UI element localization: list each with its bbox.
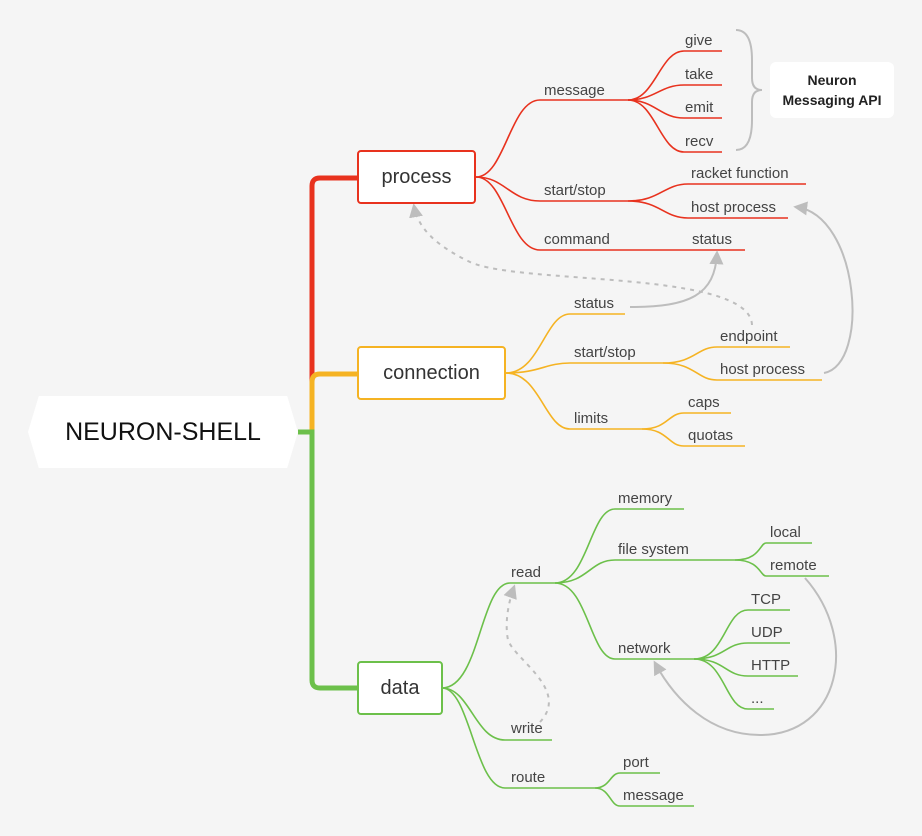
node-recv[interactable]: recv (685, 133, 714, 150)
node-take[interactable]: take (685, 66, 714, 83)
node-give[interactable]: give (685, 32, 713, 49)
messaging-api-note: Neuron Messaging API (770, 62, 894, 118)
arrow-conn-status-to-cmd-status (629, 250, 724, 308)
arrow-endpoint-to-process (409, 203, 753, 326)
arrow-remote-to-network (653, 577, 837, 737)
node-connection-host-process[interactable]: host process (720, 361, 806, 378)
connection-branches (505, 313, 822, 447)
node-port[interactable]: port (623, 754, 649, 771)
node-remote[interactable]: remote (770, 557, 817, 574)
arrow-host-to-host (793, 201, 854, 374)
node-tcp[interactable]: TCP (751, 591, 781, 608)
node-endpoint[interactable]: endpoint (720, 328, 778, 345)
node-message[interactable]: message (544, 82, 605, 99)
node-ellipsis[interactable]: ... (751, 690, 764, 707)
node-racket-function[interactable]: racket function (691, 165, 789, 182)
node-process-host-process[interactable]: host process (691, 199, 777, 216)
reference-arrows (409, 201, 854, 737)
node-write[interactable]: write (511, 720, 543, 737)
trunk-lines (298, 175, 358, 691)
node-data[interactable]: data (357, 661, 443, 715)
node-connection-status[interactable]: status (574, 295, 615, 312)
node-memory[interactable]: memory (618, 490, 673, 507)
node-route[interactable]: route (511, 769, 546, 786)
node-read[interactable]: read (511, 564, 542, 581)
node-connection-start-stop[interactable]: start/stop (574, 344, 636, 361)
node-command-status[interactable]: status (692, 231, 733, 248)
node-process-start-stop[interactable]: start/stop (544, 182, 606, 199)
api-brace (735, 29, 763, 151)
node-caps[interactable]: caps (688, 394, 720, 411)
node-udp[interactable]: UDP (751, 624, 783, 641)
node-route-message[interactable]: message (623, 787, 684, 804)
node-local[interactable]: local (770, 524, 801, 541)
node-process[interactable]: process (357, 150, 476, 204)
root-node[interactable]: NEURON-SHELL (28, 396, 298, 468)
node-connection[interactable]: connection (357, 346, 506, 400)
trunk-data (298, 429, 358, 691)
node-emit[interactable]: emit (685, 99, 714, 116)
node-command[interactable]: command (544, 231, 610, 248)
node-limits[interactable]: limits (574, 410, 609, 427)
node-network[interactable]: network (618, 640, 671, 657)
trunk-connection (309, 371, 358, 432)
data-branches (441, 508, 829, 807)
node-file-system[interactable]: file system (618, 541, 689, 558)
trunk-process (309, 175, 358, 432)
arrow-write-to-read (503, 584, 550, 723)
process-branches (475, 50, 806, 251)
node-quotas[interactable]: quotas (688, 427, 734, 444)
node-http[interactable]: HTTP (751, 657, 791, 674)
